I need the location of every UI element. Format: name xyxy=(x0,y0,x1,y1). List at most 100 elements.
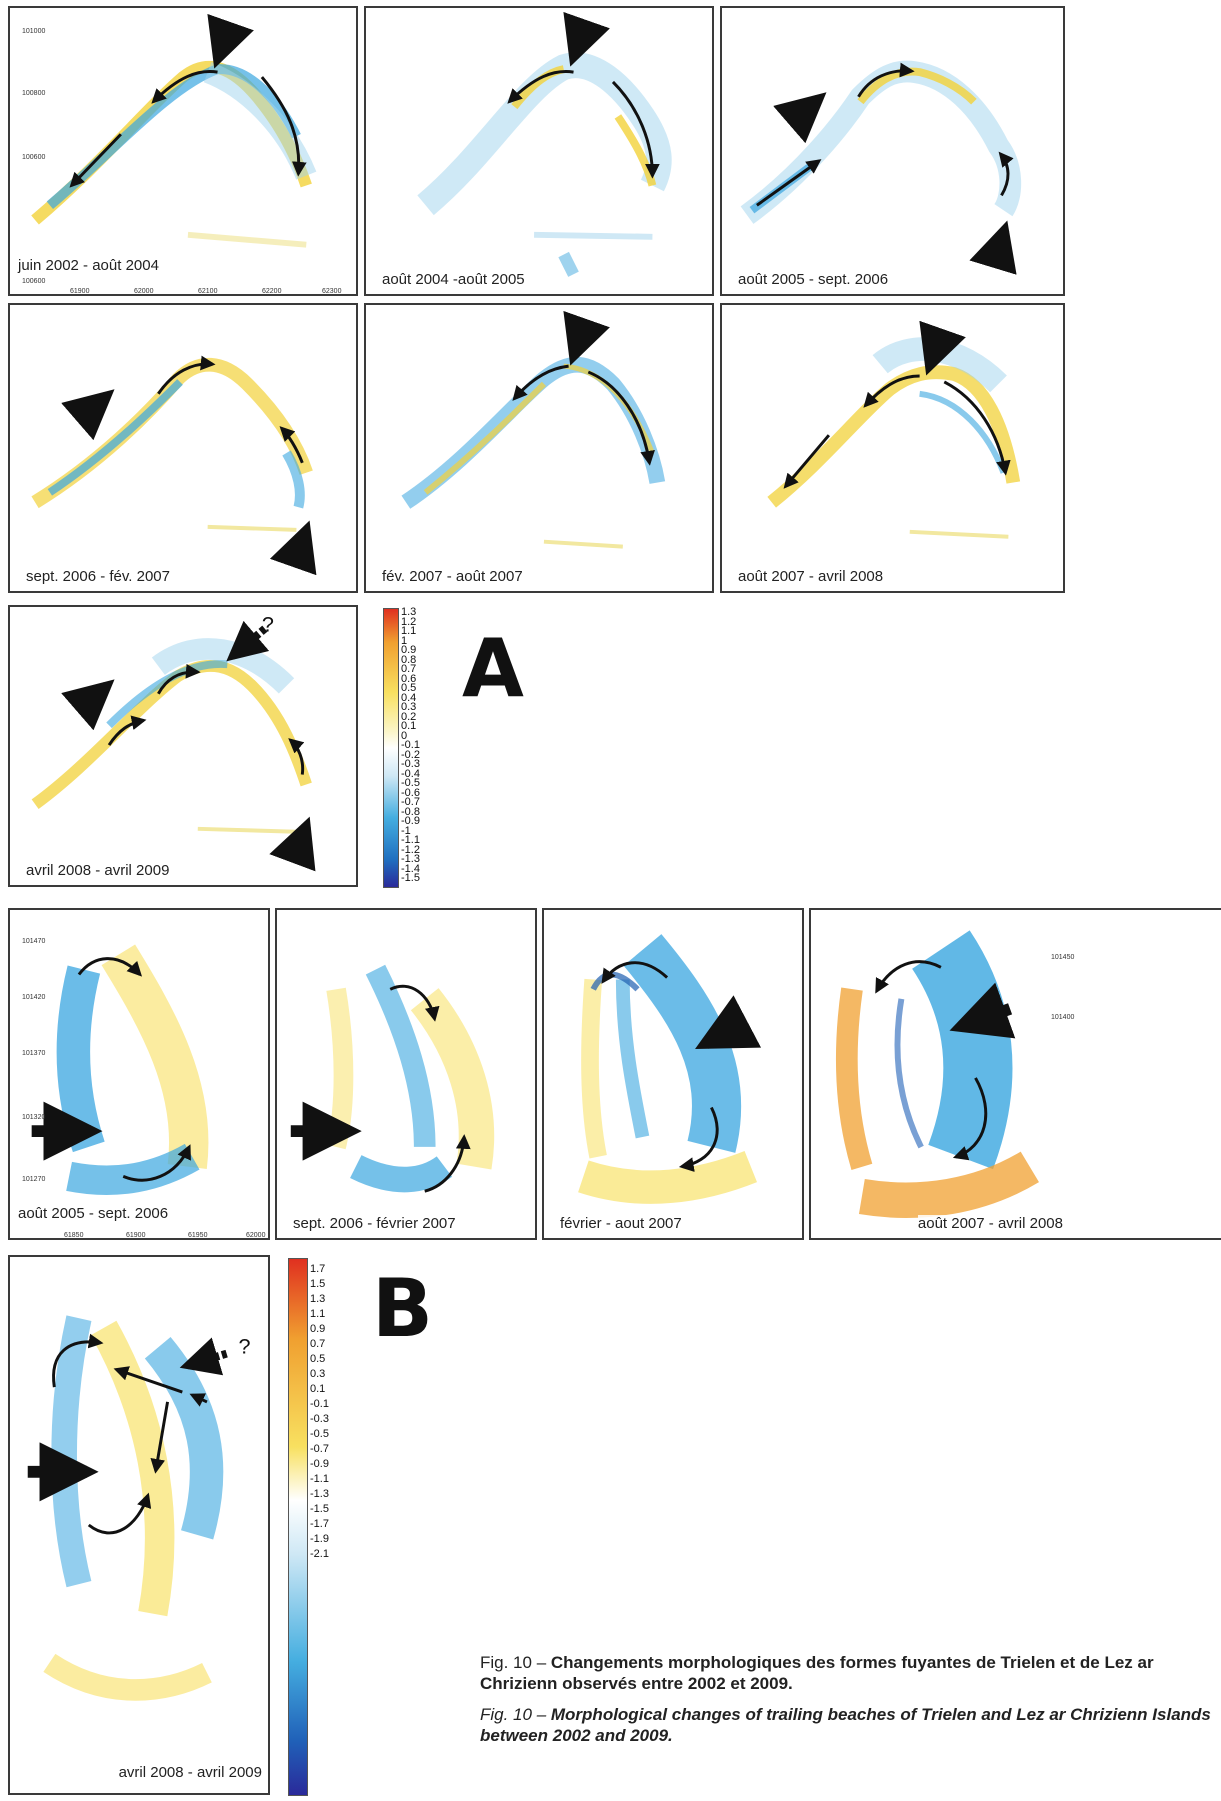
map-panel-a6: août 2007 - avril 2008 xyxy=(720,303,1065,593)
y-tick: 101420 xyxy=(22,994,46,1001)
scale-label: 0.4 xyxy=(401,691,417,704)
map-b4 xyxy=(835,930,1039,1218)
scale-label: -1.9 xyxy=(310,1533,329,1545)
map-panel-b5: ? avril 2008 - avril 2009 xyxy=(8,1255,270,1795)
caption-en-text: Morphological changes of trailing beache… xyxy=(480,1705,1211,1745)
scale-label: -2.1 xyxy=(310,1548,329,1560)
scale-label: 0.3 xyxy=(401,701,417,714)
color-scale-a-labels: 1.3 1.2 1.1 1 0.9 0.8 0.7 0.6 0.5 0.4 0.3 0.2 0.1 0 -0… xyxy=(401,606,420,885)
x-tick: 61900 xyxy=(126,1232,146,1239)
caption-french: Fig. 10 – Changements morphologiques des… xyxy=(480,1652,1216,1694)
scale-label: -1.1 xyxy=(401,834,420,847)
map-a7: ? xyxy=(31,612,316,872)
scale-label: 0.1 xyxy=(310,1383,326,1395)
panel-label: août 2004 -août 2005 xyxy=(382,271,525,288)
map-panel-a3: août 2005 - sept. 2006 xyxy=(720,6,1065,296)
scale-label: 1.1 xyxy=(310,1308,326,1320)
map-a3 xyxy=(740,60,1022,275)
map-panel-a4: sept. 2006 - fév. 2007 xyxy=(8,303,358,593)
scale-label: 1.3 xyxy=(310,1293,326,1305)
scale-label: -1.1 xyxy=(310,1473,329,1485)
scale-label: -0.4 xyxy=(401,767,420,780)
scale-label: 1.5 xyxy=(310,1278,326,1290)
scale-label: -0.9 xyxy=(401,815,420,828)
scale-label: 0.9 xyxy=(310,1323,326,1335)
scale-label: 1.1 xyxy=(401,625,417,638)
x-tick: 62200 xyxy=(262,288,282,295)
question-mark: ? xyxy=(262,612,274,637)
panel-label: sept. 2006 - février 2007 xyxy=(293,1215,456,1232)
scale-label: 0.3 xyxy=(310,1368,326,1380)
caption-english: Fig. 10 – Morphological changes of trail… xyxy=(480,1704,1216,1746)
y-tick: 100600 xyxy=(22,278,46,285)
color-scale-b-labels: 1.7 1.5 1.3 1.1 0.9 0.7 0.5 0.3 0.1 -0.1 -0.3 -0.5 -… xyxy=(310,1262,329,1562)
x-tick: 61950 xyxy=(188,1232,208,1239)
caption-fr-text: Changements morphologiques des formes fu… xyxy=(480,1653,1154,1693)
y-tick: 101400 xyxy=(1051,1014,1075,1021)
panel-label: août 2005 - sept. 2006 xyxy=(738,271,889,288)
caption-en-label: Fig. 10 – xyxy=(480,1705,547,1724)
x-tick: 62000 xyxy=(134,288,154,295)
y-tick: 101450 xyxy=(1051,954,1075,961)
scale-label: -0.7 xyxy=(310,1443,329,1455)
scale-label: -0.5 xyxy=(401,777,420,790)
scale-label: -0.2 xyxy=(401,748,420,761)
map-panel-a2: août 2004 -août 2005 xyxy=(364,6,714,296)
map-b5: ? xyxy=(27,1315,251,1701)
scale-label: -1.2 xyxy=(401,843,420,856)
scale-label: -1.4 xyxy=(401,862,420,875)
scale-label: 1.3 xyxy=(401,606,417,618)
figure-letter-a: A xyxy=(462,622,524,715)
map-panel-a5: fév. 2007 - août 2007 xyxy=(364,303,714,593)
map-panel-b2: sept. 2006 - février 2007 xyxy=(275,908,537,1240)
scale-label: 1.2 xyxy=(401,615,417,628)
y-tick: 101470 xyxy=(22,938,46,945)
x-tick: 62000 xyxy=(246,1232,266,1239)
y-tick: 101270 xyxy=(22,1176,46,1183)
map-panel-a1: 101000 100800 100600 100600 61900 62000 … xyxy=(8,6,358,296)
x-tick: 62100 xyxy=(198,288,218,295)
scale-label: -1 xyxy=(401,824,411,837)
scale-label: 0.1 xyxy=(401,720,417,733)
x-tick: 62300 xyxy=(322,288,342,295)
scale-label: 0 xyxy=(401,729,408,742)
y-tick: 100600 xyxy=(22,154,46,161)
figure-caption: Fig. 10 – Changements morphologiques des… xyxy=(480,1652,1216,1756)
scale-label: 0.8 xyxy=(401,653,417,666)
scale-label: 1.7 xyxy=(310,1263,326,1275)
figure-letter-b: B xyxy=(372,1262,433,1355)
map-b1 xyxy=(31,944,209,1196)
scale-label: -1.7 xyxy=(310,1518,329,1530)
scale-label: -0.1 xyxy=(401,739,420,752)
scale-label: 0.2 xyxy=(401,710,417,723)
x-tick: 61900 xyxy=(70,288,90,295)
map-b2 xyxy=(290,964,495,1193)
scale-label: -0.3 xyxy=(310,1413,329,1425)
scale-label: 0.7 xyxy=(310,1338,326,1350)
map-panel-b1: 101470 101420 101370 101320 101270 61850… xyxy=(8,908,270,1240)
color-scale-a xyxy=(383,608,399,888)
scale-label: -0.9 xyxy=(310,1458,329,1470)
y-tick: 101370 xyxy=(22,1050,46,1057)
scale-label: -1.3 xyxy=(310,1488,329,1500)
map-a6 xyxy=(767,320,1021,539)
map-b3 xyxy=(578,934,762,1204)
map-a5 xyxy=(401,310,666,549)
panel-label: fév. 2007 - août 2007 xyxy=(382,568,523,585)
scale-label: -1.5 xyxy=(310,1503,329,1515)
scale-label: -1.5 xyxy=(401,872,420,885)
scale-label: -0.7 xyxy=(401,796,420,809)
panel-label: août 2005 - sept. 2006 xyxy=(18,1205,169,1222)
y-tick: 101320 xyxy=(22,1114,46,1121)
scale-label: -0.6 xyxy=(401,786,420,799)
map-a1 xyxy=(31,13,317,248)
scale-label: 1 xyxy=(401,634,408,647)
y-tick: 100800 xyxy=(22,90,46,97)
scale-label: 0.6 xyxy=(401,672,417,685)
panel-label: février - aout 2007 xyxy=(560,1215,682,1232)
panel-label: avril 2008 - avril 2009 xyxy=(26,862,170,879)
scale-label: 0.7 xyxy=(401,663,417,676)
question-mark: ? xyxy=(238,1334,250,1359)
map-panel-b4: 101450 101400 août 2007 - avril 2008 xyxy=(809,908,1221,1240)
scale-label: -0.8 xyxy=(401,805,420,818)
